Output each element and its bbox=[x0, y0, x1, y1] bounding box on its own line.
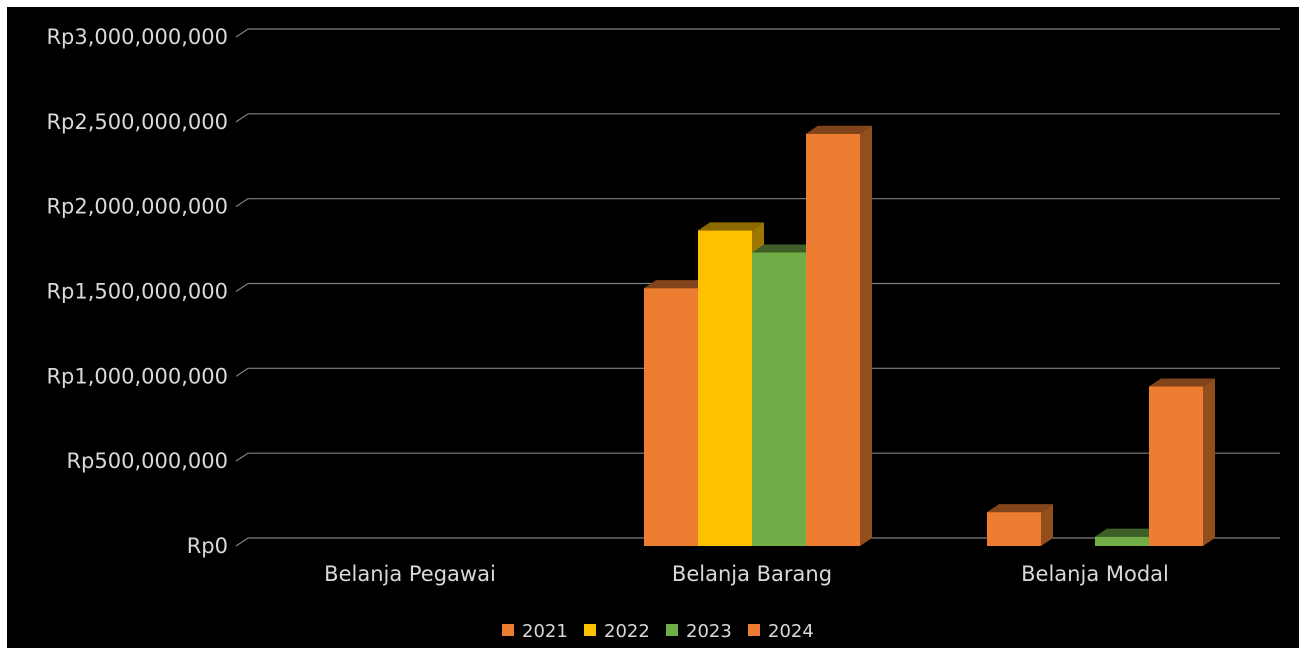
gridline-depth bbox=[235, 28, 249, 38]
legend-swatch bbox=[584, 624, 596, 636]
bar-top-face bbox=[644, 280, 710, 289]
legend-label: 2024 bbox=[768, 621, 814, 642]
gridline-depth bbox=[235, 452, 249, 462]
legend-item: 2023 bbox=[666, 621, 732, 642]
gridline-depth bbox=[235, 537, 249, 547]
x-category-label: Belanja Barang bbox=[672, 562, 832, 586]
y-tick-label: Rp0 bbox=[187, 534, 228, 558]
bar-front-face bbox=[1095, 536, 1149, 546]
y-tick-label: Rp2,500,000,000 bbox=[46, 110, 228, 134]
gridline-depth bbox=[235, 283, 249, 292]
bar-top-face bbox=[1095, 528, 1161, 537]
legend-swatch bbox=[502, 624, 514, 636]
bar-2021-belanja-modal bbox=[987, 504, 1053, 546]
bar-front-face bbox=[1149, 386, 1203, 546]
bar-2024-belanja-modal bbox=[1149, 378, 1215, 546]
legend-item: 2021 bbox=[502, 621, 568, 642]
legend-label: 2021 bbox=[522, 621, 568, 642]
y-tick-label: Rp1,500,000,000 bbox=[46, 280, 228, 304]
legend-swatch bbox=[748, 624, 760, 636]
bar-front-face bbox=[752, 252, 806, 546]
gridline-depth bbox=[235, 113, 249, 123]
bar-side-face bbox=[860, 125, 872, 547]
legend-item: 2024 bbox=[748, 621, 814, 642]
bar-front-face bbox=[987, 512, 1041, 546]
gridline-depth bbox=[235, 367, 249, 377]
gridline-depth bbox=[235, 198, 249, 208]
bar-side-face bbox=[1203, 378, 1215, 546]
bar-top-face bbox=[806, 125, 872, 134]
bar-2024-belanja-barang bbox=[806, 125, 872, 547]
bar-top-face bbox=[987, 504, 1053, 513]
bar-side-face bbox=[1041, 504, 1053, 546]
y-axis-tick-labels: Rp0 Rp500,000,000 Rp1,000,000,000 Rp1,500,0… bbox=[46, 25, 228, 558]
x-category-label: Belanja Pegawai bbox=[324, 562, 496, 586]
bar-front-face bbox=[806, 133, 860, 546]
y-tick-label: Rp3,000,000,000 bbox=[46, 25, 228, 49]
y-tick-label: Rp500,000,000 bbox=[66, 449, 228, 473]
legend-swatch bbox=[666, 624, 678, 636]
y-tick-label: Rp1,000,000,000 bbox=[46, 364, 228, 388]
x-category-label: Belanja Modal bbox=[1021, 562, 1169, 586]
legend-label: 2022 bbox=[604, 621, 650, 642]
bar-top-face bbox=[752, 244, 818, 253]
bar-top-face bbox=[1149, 378, 1215, 387]
bar-top-face bbox=[698, 222, 764, 231]
y-tick-label: Rp2,000,000,000 bbox=[46, 195, 228, 219]
legend-item: 2022 bbox=[584, 621, 650, 642]
legend: 2021 2022 2023 2024 bbox=[502, 621, 814, 642]
legend-label: 2023 bbox=[686, 621, 732, 642]
bars bbox=[644, 125, 1215, 547]
bar-front-face bbox=[644, 288, 698, 546]
x-axis-category-labels: Belanja Pegawai Belanja Barang Belanja Mod… bbox=[324, 562, 1169, 586]
bar-front-face bbox=[698, 230, 752, 547]
